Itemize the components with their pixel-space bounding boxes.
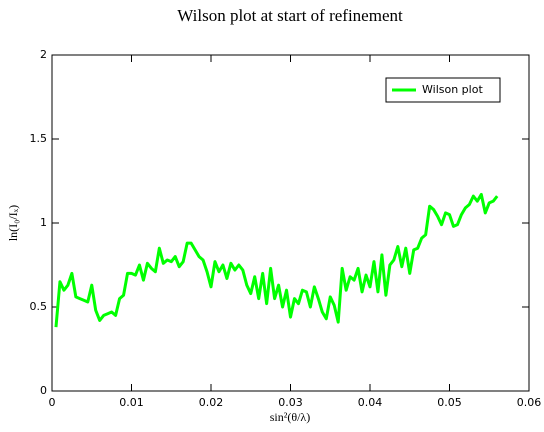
data-line: [54, 192, 499, 328]
y-tick-label: 1.5: [30, 132, 48, 145]
x-tick-label: 0.03: [278, 396, 303, 409]
chart-title: Wilson plot at start of refinement: [177, 6, 403, 25]
x-tick-label: 0: [49, 396, 56, 409]
y-tick-label: 0.5: [30, 300, 48, 313]
x-tick-label: 0.06: [517, 396, 542, 409]
x-tick-label: 0.02: [199, 396, 224, 409]
y-tick-label: 2: [40, 48, 47, 61]
plot-frame: [51, 54, 530, 392]
y-tick-label: 1: [40, 216, 47, 229]
y-tick-label: 0: [40, 384, 47, 397]
x-tick-label: 0.04: [358, 396, 383, 409]
x-axis-label: sin²(θ/λ): [270, 410, 311, 424]
x-tick-label: 0.05: [437, 396, 462, 409]
legend-label: Wilson plot: [422, 83, 483, 96]
x-tick-label: 0.01: [119, 396, 144, 409]
y-axis-label: ln(I₀/Iₓ): [6, 205, 20, 241]
